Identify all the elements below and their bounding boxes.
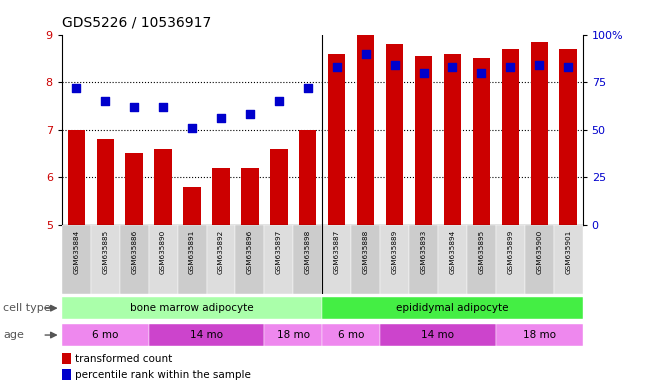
Bar [502,49,519,225]
Bar [525,225,554,294]
Bar [322,324,380,346]
Text: GSM635884: GSM635884 [74,230,79,275]
Text: GSM635892: GSM635892 [218,230,224,275]
Point [129,104,139,110]
Bar [531,42,548,225]
Bar [236,225,264,294]
Text: GDS5226 / 10536917: GDS5226 / 10536917 [62,15,211,29]
Bar [96,139,114,225]
Text: GSM635893: GSM635893 [421,230,426,275]
Text: GSM635897: GSM635897 [276,230,282,275]
Bar [380,225,409,294]
Bar [444,54,461,225]
Text: GSM635887: GSM635887 [334,230,340,275]
Text: GSM635888: GSM635888 [363,230,368,275]
Bar [386,44,403,225]
Bar [126,153,143,225]
Text: epididymal adipocyte: epididymal adipocyte [396,303,508,313]
Text: GSM635901: GSM635901 [565,230,571,275]
Bar [62,369,71,381]
Bar [62,297,322,319]
Text: GSM635895: GSM635895 [478,230,484,275]
Bar [351,225,380,294]
Bar [270,149,288,225]
Text: 18 mo: 18 mo [523,330,556,340]
Point [100,98,111,104]
Point [505,64,516,70]
Bar [415,56,432,225]
Text: GSM635885: GSM635885 [102,230,108,275]
Bar [322,297,583,319]
Bar [68,130,85,225]
Point [303,85,313,91]
Bar [90,225,120,294]
Point [476,70,486,76]
Point [187,125,197,131]
Text: GSM635894: GSM635894 [449,230,456,275]
Point [158,104,169,110]
Text: bone marrow adipocyte: bone marrow adipocyte [130,303,254,313]
Point [245,111,255,118]
Text: 6 mo: 6 mo [92,330,118,340]
Bar [496,225,525,294]
Bar [473,58,490,225]
Text: GSM635900: GSM635900 [536,230,542,275]
Bar [264,324,322,346]
Bar [294,225,322,294]
Text: percentile rank within the sample: percentile rank within the sample [75,370,251,380]
Point [563,64,574,70]
Text: GSM635899: GSM635899 [507,230,513,275]
Bar [178,225,206,294]
Bar [322,225,351,294]
Point [447,64,458,70]
Bar [62,324,148,346]
Bar [328,54,346,225]
Bar [206,225,236,294]
Bar [467,225,496,294]
Text: GSM635889: GSM635889 [392,230,398,275]
Bar [554,225,583,294]
Bar [380,324,496,346]
Bar [242,168,258,225]
Point [71,85,81,91]
Point [389,62,400,68]
Text: 18 mo: 18 mo [277,330,310,340]
Text: 14 mo: 14 mo [190,330,223,340]
Text: cell type: cell type [3,303,51,313]
Bar [438,225,467,294]
Bar [120,225,148,294]
Bar [184,187,201,225]
Text: 14 mo: 14 mo [421,330,454,340]
Text: GSM635896: GSM635896 [247,230,253,275]
Bar [357,35,374,225]
Text: age: age [3,330,24,340]
Bar [62,225,90,294]
Bar [212,168,230,225]
Point [534,62,544,68]
Bar [148,324,264,346]
Text: transformed count: transformed count [75,354,172,364]
Bar [559,49,577,225]
Point [419,70,429,76]
Point [215,115,226,121]
Bar [496,324,583,346]
Text: 6 mo: 6 mo [338,330,365,340]
Point [361,51,371,57]
Bar [154,149,172,225]
Point [273,98,284,104]
Bar [62,353,71,364]
Text: GSM635891: GSM635891 [189,230,195,275]
Bar [409,225,438,294]
Text: GSM635886: GSM635886 [132,230,137,275]
Bar [264,225,294,294]
Bar [299,130,316,225]
Text: GSM635890: GSM635890 [160,230,166,275]
Bar [148,225,178,294]
Point [331,64,342,70]
Text: GSM635898: GSM635898 [305,230,311,275]
